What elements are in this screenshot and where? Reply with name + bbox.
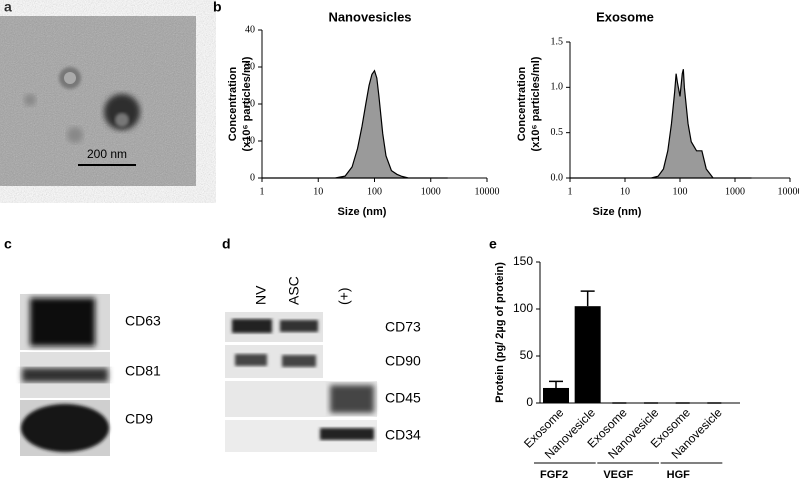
x-tick-label: 100 xyxy=(673,186,688,197)
y-tick-label: 10 xyxy=(245,135,255,146)
y-tick-label: 40 xyxy=(245,24,255,35)
panel-label: e xyxy=(489,236,497,252)
blot-label: CD9 xyxy=(125,411,153,427)
group-label: FGF2 xyxy=(540,469,568,481)
y-axis-label: (x10⁶ particles/ml) xyxy=(530,56,542,151)
blot-label: CD90 xyxy=(385,353,421,369)
chart-title: Nanovesicles xyxy=(328,9,411,24)
lane-label: ASC xyxy=(286,276,302,305)
y-tick-label: 0.0 xyxy=(551,172,564,183)
tem-image xyxy=(0,16,196,186)
y-tick-label: 50 xyxy=(520,348,534,362)
blot-label: CD45 xyxy=(385,390,421,406)
scale-bar-label: 200 nm xyxy=(87,147,127,161)
y-axis-label: Concentration xyxy=(516,66,528,141)
y-tick-label: 30 xyxy=(245,61,255,72)
x-tick-label: 10000 xyxy=(778,186,799,197)
y-tick-label: 0 xyxy=(250,172,255,183)
y-tick-label: 150 xyxy=(513,254,533,268)
y-tick-label: 100 xyxy=(513,301,533,315)
x-tick-label: 10 xyxy=(313,186,323,197)
error-bar xyxy=(549,380,563,388)
panel-label: d xyxy=(222,236,231,252)
x-axis-label: Size (nm) xyxy=(338,206,387,218)
panel-label: a xyxy=(4,0,12,15)
panel-label: b xyxy=(213,0,222,15)
x-tick-label: 10000 xyxy=(475,186,500,197)
x-tick-label: 100 xyxy=(367,186,382,197)
area xyxy=(570,69,752,179)
y-tick-label: 1.5 xyxy=(551,36,564,47)
area xyxy=(262,69,448,179)
blot-c xyxy=(20,294,110,456)
blot-d xyxy=(225,312,377,452)
blot-label: CD73 xyxy=(385,319,421,335)
blot-label: CD34 xyxy=(385,427,421,443)
y-axis-label: Concentration xyxy=(227,66,239,141)
x-axis-label: Size (nm) xyxy=(593,206,642,218)
bar xyxy=(543,387,569,403)
chart-title: Exosome xyxy=(596,9,654,24)
lane-label: (+) xyxy=(336,288,352,306)
y-tick-label: 0.5 xyxy=(551,127,564,138)
group-label: VEGF xyxy=(603,469,633,481)
x-tick-label: 1 xyxy=(568,186,573,197)
x-tick-label: 10 xyxy=(620,186,630,197)
y-tick-label: 1.0 xyxy=(551,82,564,93)
lane-label: NV xyxy=(253,285,269,305)
x-tick-label: 1000 xyxy=(725,186,745,197)
y-tick-label: 20 xyxy=(245,98,255,109)
bar xyxy=(574,306,601,403)
x-tick-label: 1000 xyxy=(421,186,441,197)
error-bar xyxy=(580,290,595,307)
y-axis-label: (x10⁶ particles/ml) xyxy=(241,56,253,151)
y-axis-label: Protein (pg/ 2µg of protein) xyxy=(494,262,506,403)
y-tick-label: 0 xyxy=(526,395,533,409)
x-tick-label: 1 xyxy=(260,186,265,197)
blot-label: CD81 xyxy=(125,363,161,379)
group-label: HGF xyxy=(667,469,691,481)
panel-label: c xyxy=(4,236,12,252)
blot-label: CD63 xyxy=(125,313,161,329)
